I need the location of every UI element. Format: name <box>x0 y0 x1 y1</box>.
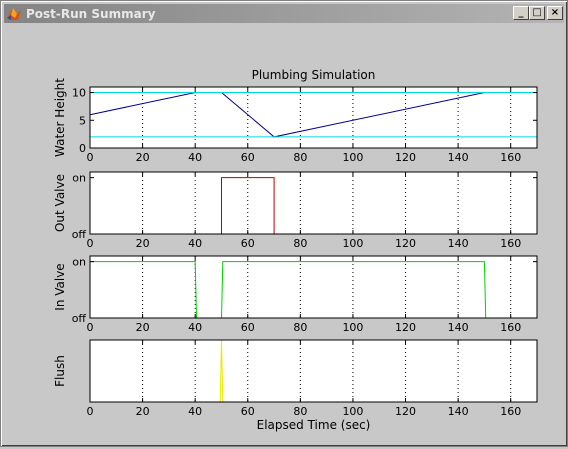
x-axis-label: Elapsed Time (sec) <box>257 418 371 432</box>
close-icon: × <box>550 7 560 18</box>
x-tick-label: 100 <box>342 321 363 334</box>
axes-frame <box>89 171 538 235</box>
x-tick-label: 60 <box>241 405 255 418</box>
y-tick-label: 10 <box>72 87 86 100</box>
axes-background <box>90 87 537 148</box>
x-tick-label: 80 <box>293 405 307 418</box>
axes-background <box>90 340 537 402</box>
chart-title: Plumbing Simulation <box>252 68 376 82</box>
x-tick-label: 20 <box>136 237 150 250</box>
window-title: Post-Run Summary <box>26 6 156 21</box>
x-tick-label: 120 <box>395 321 416 334</box>
matlab-icon <box>7 7 21 20</box>
x-tick-label: 60 <box>241 321 255 334</box>
x-tick-label: 100 <box>342 237 363 250</box>
axes-1: 0 20 40 60 80 100 120 140 160 0 5 10 Water Height Plu… <box>53 68 538 164</box>
x-tick-label: 160 <box>500 321 521 334</box>
x-tick-label: 120 <box>395 405 416 418</box>
x-tick-label: 40 <box>188 321 202 334</box>
x-tick-label: 40 <box>188 151 202 164</box>
x-tick-label: 40 <box>188 405 202 418</box>
axes-background <box>90 256 537 318</box>
x-tick-label: 40 <box>188 237 202 250</box>
x-tick-label: 140 <box>448 321 469 334</box>
x-tick-label: 0 <box>87 151 94 164</box>
x-tick-label: 0 <box>87 405 94 418</box>
x-tick-label: 120 <box>395 151 416 164</box>
x-tick-label: 20 <box>136 151 150 164</box>
x-tick-label: 0 <box>87 321 94 334</box>
close-button[interactable]: × <box>547 6 563 20</box>
x-tick-label: 140 <box>448 151 469 164</box>
x-tick-label: 160 <box>500 151 521 164</box>
x-tick-label: 140 <box>448 405 469 418</box>
y-tick-label: off <box>72 228 87 241</box>
axes-frame <box>89 339 538 403</box>
y-axis-label: Water Height <box>53 78 67 157</box>
x-tick-label: 160 <box>500 237 521 250</box>
y-tick-label: on <box>72 256 86 269</box>
x-tick-label: 0 <box>87 237 94 250</box>
series-line-1 <box>90 261 537 319</box>
x-tick-label: 60 <box>241 151 255 164</box>
axes-4: 0 20 40 60 80 100 120 140 160 Flush Elapsed Time (… <box>53 339 538 432</box>
axes-3: 0 20 40 60 80 100 120 140 160 off on In Valve <box>53 255 538 334</box>
maximize-button[interactable]: □ <box>529 6 545 20</box>
figure-area: 0 20 40 60 80 100 120 140 160 0 5 10 Water Height Plu… <box>5 25 565 445</box>
title-bar[interactable]: Post-Run Summary _ □ × <box>4 4 564 23</box>
x-tick-label: 100 <box>342 405 363 418</box>
x-tick-label: 20 <box>136 405 150 418</box>
y-axis-label: Flush <box>53 355 67 387</box>
x-tick-label: 140 <box>448 237 469 250</box>
x-tick-label: 60 <box>241 237 255 250</box>
x-tick-label: 20 <box>136 321 150 334</box>
axes-2: 0 20 40 60 80 100 120 140 160 off on Out Valve <box>53 171 538 250</box>
y-tick-label: off <box>72 312 87 325</box>
minimize-button[interactable]: _ <box>513 6 529 20</box>
y-tick-label: 5 <box>79 114 86 127</box>
x-tick-label: 80 <box>293 321 307 334</box>
x-tick-label: 120 <box>395 237 416 250</box>
axes-background <box>90 172 537 234</box>
y-tick-label: on <box>72 172 86 185</box>
x-tick-label: 160 <box>500 405 521 418</box>
minimize-icon: _ <box>518 7 524 18</box>
y-axis-label: Out Valve <box>53 174 67 232</box>
y-axis-label: In Valve <box>53 263 67 310</box>
x-tick-label: 80 <box>293 237 307 250</box>
x-tick-label: 100 <box>342 151 363 164</box>
maximize-icon: □ <box>532 7 542 18</box>
axes-frame <box>89 86 538 149</box>
y-tick-label: 0 <box>79 142 86 155</box>
x-tick-label: 80 <box>293 151 307 164</box>
axes-frame <box>89 255 538 319</box>
plot-canvas: 0 20 40 60 80 100 120 140 160 0 5 10 Water Height Plu… <box>53 68 538 432</box>
